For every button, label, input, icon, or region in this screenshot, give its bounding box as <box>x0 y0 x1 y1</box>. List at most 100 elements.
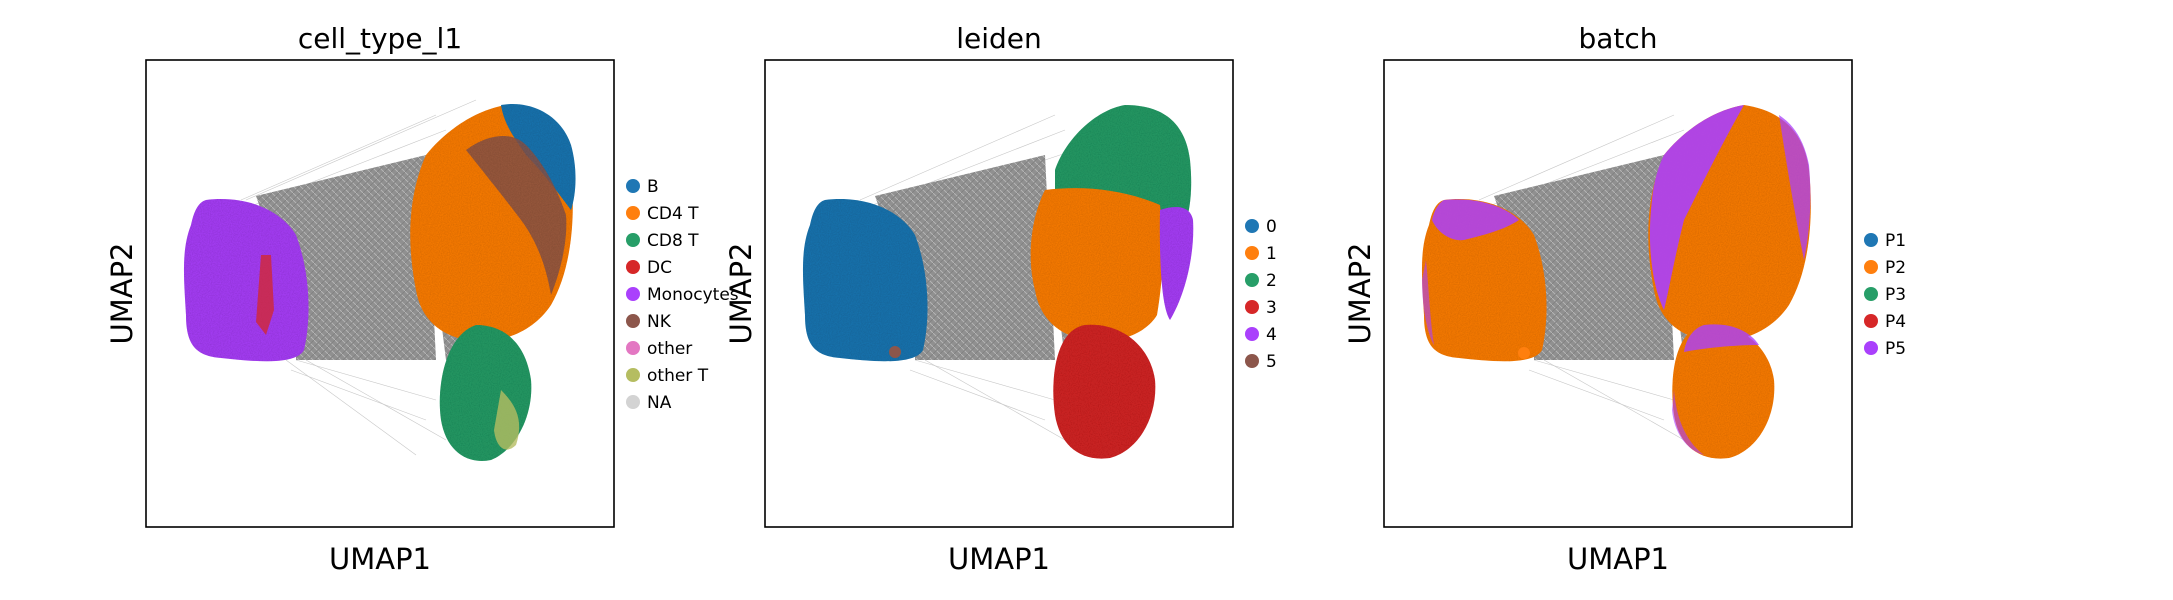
legend-marker <box>626 368 640 382</box>
x-axis-label: UMAP1 <box>1567 542 1669 576</box>
panel-leiden <box>802 105 1194 459</box>
legend-marker <box>1864 341 1878 355</box>
cluster-monocytes <box>183 199 309 362</box>
cluster-lower-p2 <box>1672 324 1775 459</box>
legend-item: 5 <box>1245 352 1277 372</box>
cluster-1 <box>1030 188 1163 342</box>
legend-label: P4 <box>1885 312 1906 332</box>
legend-marker <box>1245 246 1259 260</box>
legend-marker <box>1864 260 1878 274</box>
legend-label: P1 <box>1885 231 1906 251</box>
legend-item: CD4 T <box>626 204 699 224</box>
umap-scatter-area <box>1421 105 1811 459</box>
cluster-nk <box>466 135 567 295</box>
chart-title: cell_type_l1 <box>298 22 462 55</box>
cluster-b <box>501 104 576 210</box>
legend-item: P5 <box>1864 339 1906 359</box>
legend-label: Monocytes <box>647 285 739 305</box>
legend-marker <box>626 206 640 220</box>
legend-label: CD8 T <box>647 231 699 251</box>
legend-label: 1 <box>1266 244 1277 264</box>
cluster-other-t <box>494 390 520 450</box>
legend-item: 2 <box>1245 271 1277 291</box>
legend-marker <box>1245 327 1259 341</box>
cluster-4 <box>1159 207 1194 320</box>
legend-marker <box>1245 354 1259 368</box>
legend: B CD4 T CD8 T DC Monocytes NK other other T NA <box>626 177 739 413</box>
panel-cell-type-l1 <box>183 99 576 461</box>
legend-item: NA <box>626 393 672 413</box>
legend-label: P5 <box>1885 339 1906 359</box>
chart-title: batch <box>1578 22 1657 55</box>
cluster-lower-p5 <box>1684 324 1759 352</box>
y-axis-label: UMAP2 <box>1343 242 1377 344</box>
legend-marker <box>626 260 640 274</box>
legend-item: P2 <box>1864 258 1906 278</box>
cluster-upper-p5-right <box>1779 115 1811 260</box>
legend-marker <box>1245 273 1259 287</box>
legend: 0 1 2 3 4 5 <box>1245 217 1277 372</box>
y-axis-label: UMAP2 <box>105 242 139 344</box>
legend-marker <box>626 395 640 409</box>
panel-annotations-1: leiden UMAP1 UMAP2 0 1 2 3 4 5 <box>724 22 1277 576</box>
plot-frame <box>145 59 615 528</box>
legend-item: P1 <box>1864 231 1906 251</box>
legend-label: B <box>647 177 659 197</box>
cluster-cd8t <box>439 325 532 461</box>
legend-marker <box>626 314 640 328</box>
legend-marker <box>626 287 640 301</box>
legend-label: CD4 T <box>647 204 699 224</box>
legend-item: 0 <box>1245 217 1277 237</box>
legend-label: other <box>647 339 692 359</box>
legend-label: NK <box>647 312 672 332</box>
legend-label: P2 <box>1885 258 1906 278</box>
panel-annotations-0: cell_type_l1 UMAP1 UMAP2 B CD4 T CD8 T DC Monoc… <box>105 22 739 576</box>
legend-marker <box>1864 233 1878 247</box>
legend-marker <box>1864 314 1878 328</box>
plot-frame <box>764 59 1234 528</box>
legend-marker <box>1245 219 1259 233</box>
legend-item: B <box>626 177 659 197</box>
legend-label: NA <box>647 393 672 413</box>
legend-item: 3 <box>1245 298 1277 318</box>
plot-frame <box>1383 59 1853 528</box>
legend-label: 2 <box>1266 271 1277 291</box>
legend-marker <box>626 233 640 247</box>
legend-marker <box>1864 287 1878 301</box>
legend-marker <box>626 341 640 355</box>
panel-batch <box>1421 105 1811 459</box>
legend: P1 P2 P3 P4 P5 <box>1864 231 1906 359</box>
cluster-left-p2 <box>1421 199 1547 362</box>
legend-item: other <box>626 339 692 359</box>
cluster-3 <box>1053 324 1156 459</box>
cluster-small-p2 <box>1518 347 1530 359</box>
umap-scatter-area <box>802 105 1194 459</box>
chart-title: leiden <box>956 22 1042 55</box>
cluster-left-p5-edge <box>1422 260 1434 345</box>
legend-item: 4 <box>1245 325 1277 345</box>
legend-label: P3 <box>1885 285 1906 305</box>
legend-label: DC <box>647 258 672 278</box>
umap-scatter-area <box>183 99 576 461</box>
legend-label: 5 <box>1266 352 1277 372</box>
legend-item: P4 <box>1864 312 1906 332</box>
x-axis-label: UMAP1 <box>948 542 1050 576</box>
panel-annotations-2: batch UMAP1 UMAP2 P1 P2 P3 P4 P5 <box>1343 22 1906 576</box>
legend-item: CD8 T <box>626 231 699 251</box>
legend-label: 3 <box>1266 298 1277 318</box>
cluster-5 <box>889 346 901 358</box>
cluster-left-p5 <box>1432 199 1519 241</box>
legend-marker <box>626 179 640 193</box>
legend-item: 1 <box>1245 244 1277 264</box>
legend-label: other T <box>647 366 709 386</box>
legend-label: 0 <box>1266 217 1277 237</box>
legend-item: DC <box>626 258 672 278</box>
legend-item: Monocytes <box>626 285 739 305</box>
cluster-0 <box>802 199 928 362</box>
legend-item: P3 <box>1864 285 1906 305</box>
x-axis-label: UMAP1 <box>329 542 431 576</box>
legend-item: other T <box>626 366 709 386</box>
legend-label: 4 <box>1266 325 1277 345</box>
legend-marker <box>1245 300 1259 314</box>
